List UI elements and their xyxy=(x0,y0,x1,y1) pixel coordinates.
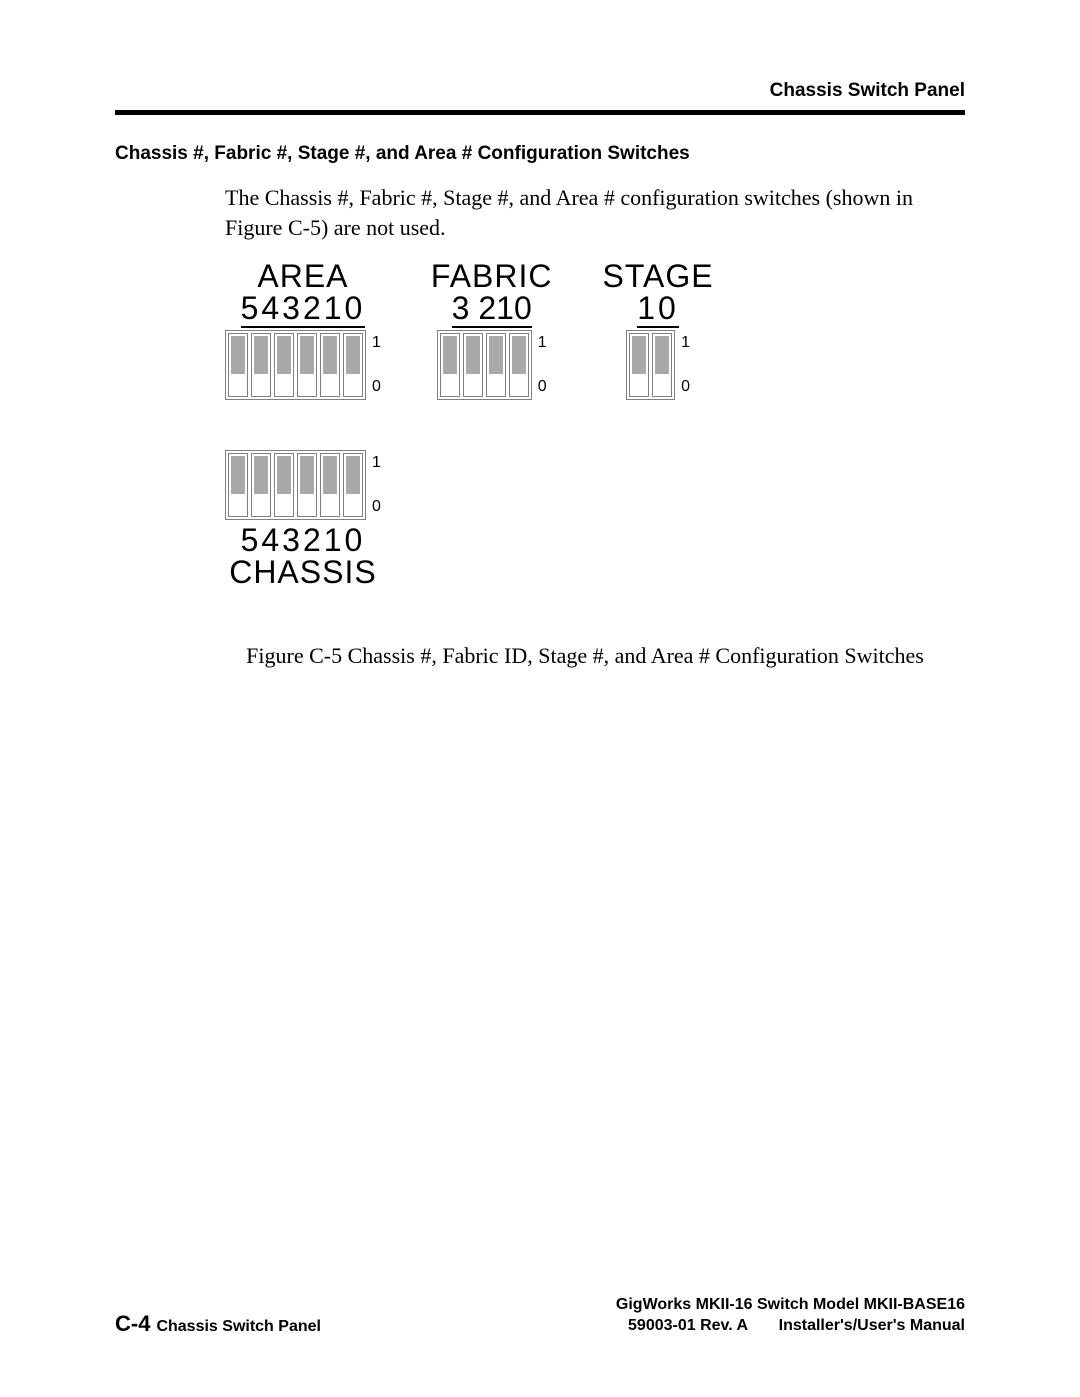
stage-side-labels: 1 0 xyxy=(681,333,690,397)
chassis-numbers: 543210 xyxy=(241,524,366,556)
stage-label-hi: 1 xyxy=(681,335,690,351)
fabric-label-hi: 1 xyxy=(538,335,547,351)
dip-switch xyxy=(463,333,483,397)
chassis-side-labels: 1 0 xyxy=(372,453,381,517)
dip-switch xyxy=(297,333,317,397)
area-switch-group: AREA 543210 1 0 xyxy=(225,260,381,400)
dip-switch xyxy=(228,333,248,397)
dip-switch xyxy=(509,333,529,397)
page-footer: C-4 Chassis Switch Panel GigWorks MKII-1… xyxy=(115,1294,965,1337)
area-side-labels: 1 0 xyxy=(372,333,381,397)
area-numbers: 543210 xyxy=(241,292,366,328)
chassis-switch-bank xyxy=(225,450,366,520)
dip-switch xyxy=(251,453,271,517)
dip-switch xyxy=(652,333,672,397)
fabric-side-labels: 1 0 xyxy=(538,333,547,397)
fabric-title: FABRIC xyxy=(431,260,553,292)
fabric-numbers: 3 210 xyxy=(452,292,532,328)
area-title: AREA xyxy=(257,260,348,292)
dip-switch xyxy=(228,453,248,517)
stage-label-lo: 0 xyxy=(681,379,690,395)
dip-switch xyxy=(343,453,363,517)
dip-switch xyxy=(320,333,340,397)
footer-left-label: Chassis Switch Panel xyxy=(156,1318,321,1336)
footer-right-manual: Installer's/User's Manual xyxy=(779,1317,965,1334)
stage-title: STAGE xyxy=(602,260,713,292)
area-switch-bank xyxy=(225,330,366,400)
stage-switch-bank xyxy=(626,330,675,400)
dip-switch xyxy=(440,333,460,397)
footer-right-rev: 59003-01 Rev. A xyxy=(628,1317,747,1334)
figure-c5: AREA 543210 1 0 FABRIC 3 210 1 xyxy=(225,260,945,669)
chassis-label-lo: 0 xyxy=(372,499,381,515)
stage-numbers: 10 xyxy=(637,292,679,328)
page-header-right: Chassis Switch Panel xyxy=(115,80,965,102)
dip-switch xyxy=(343,333,363,397)
header-rule xyxy=(115,110,965,115)
dip-switch xyxy=(629,333,649,397)
fabric-switch-group: FABRIC 3 210 1 0 xyxy=(431,260,553,400)
dip-switch xyxy=(274,453,294,517)
body-paragraph: The Chassis #, Fabric #, Stage #, and Ar… xyxy=(225,183,965,242)
area-label-lo: 0 xyxy=(372,379,381,395)
stage-switch-group: STAGE 10 1 0 xyxy=(602,260,713,400)
chassis-title: CHASSIS xyxy=(229,556,376,588)
fabric-switch-bank xyxy=(437,330,532,400)
dip-switch xyxy=(251,333,271,397)
chassis-switch-group: 1 0 543210 CHASSIS xyxy=(225,450,381,588)
fabric-label-lo: 0 xyxy=(538,379,547,395)
area-label-hi: 1 xyxy=(372,335,381,351)
chassis-label-hi: 1 xyxy=(372,455,381,471)
section-heading: Chassis #, Fabric #, Stage #, and Area #… xyxy=(115,143,965,165)
dip-switch xyxy=(320,453,340,517)
footer-page-number: C-4 xyxy=(115,1311,150,1337)
dip-switch xyxy=(274,333,294,397)
dip-switch xyxy=(486,333,506,397)
footer-right-line1: GigWorks MKII-16 Switch Model MKII-BASE1… xyxy=(616,1294,965,1316)
dip-switch xyxy=(297,453,317,517)
figure-caption: Figure C-5 Chassis #, Fabric ID, Stage #… xyxy=(225,643,945,669)
